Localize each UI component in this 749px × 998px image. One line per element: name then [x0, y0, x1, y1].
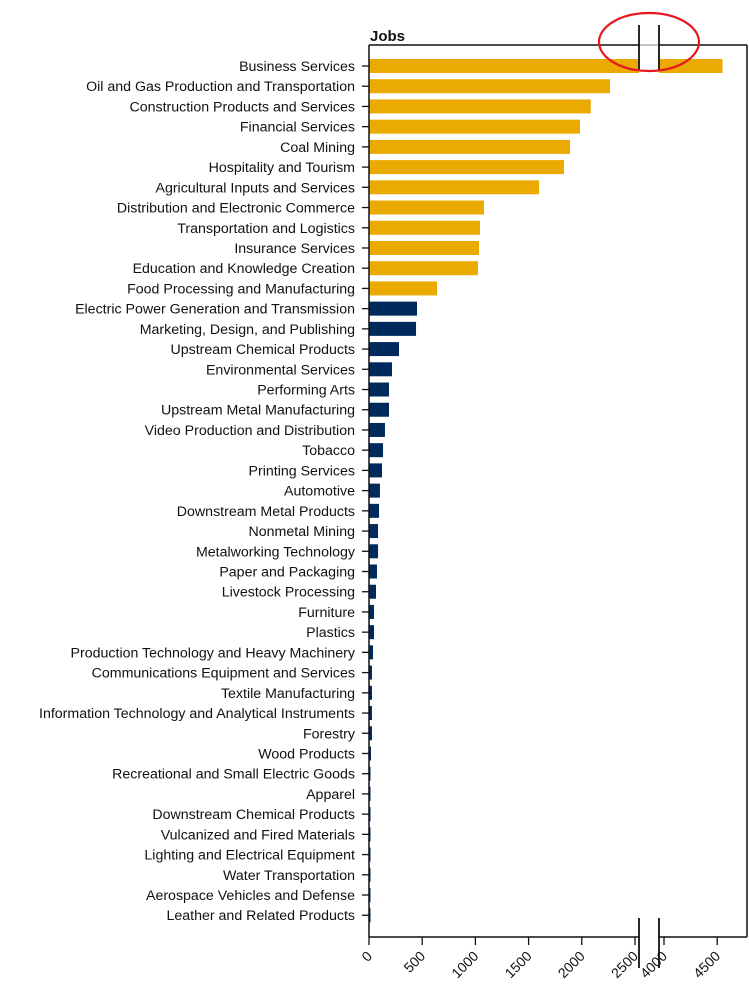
category-label: Apparel: [306, 787, 355, 803]
category-label: Downstream Chemical Products: [152, 807, 355, 823]
bar: [369, 726, 372, 741]
category-label: Production Technology and Heavy Machiner…: [71, 645, 356, 661]
x-tick-label: 0: [358, 948, 375, 965]
category-label: Plastics: [306, 625, 355, 641]
category-label: Information Technology and Analytical In…: [39, 706, 355, 722]
bar: [369, 220, 480, 235]
bar: [369, 342, 400, 357]
category-label: Communications Equipment and Services: [92, 666, 355, 682]
chart-title: Jobs: [370, 28, 405, 45]
x-tick-label: 500: [400, 948, 428, 976]
bar: [369, 483, 380, 498]
bar: [369, 79, 610, 94]
bar: [369, 200, 485, 215]
category-label: Financial Services: [240, 120, 355, 136]
bar: [369, 59, 639, 73]
category-label: Wood Products: [258, 746, 355, 762]
category-label: Tobacco: [302, 443, 355, 459]
category-label: Business Services: [239, 59, 355, 75]
category-label: Performing Arts: [257, 383, 355, 399]
category-label: Metalworking Technology: [196, 544, 356, 560]
category-label: Downstream Metal Products: [177, 504, 355, 520]
category-label: Forestry: [303, 726, 356, 742]
bar: [369, 301, 417, 316]
bar: [369, 503, 380, 518]
bar: [369, 544, 379, 559]
bar: [369, 362, 392, 377]
category-label: Marketing, Design, and Publishing: [140, 322, 355, 338]
category-label: Printing Services: [249, 463, 355, 479]
category-label: Video Production and Distribution: [145, 423, 355, 439]
bar: [369, 382, 390, 397]
category-label: Recreational and Small Electric Goods: [112, 767, 355, 783]
bar: [369, 564, 377, 579]
category-label: Transportation and Logistics: [177, 221, 355, 237]
category-label: Furniture: [298, 605, 355, 621]
x-tick-label: 4000: [637, 948, 670, 981]
category-label: Automotive: [284, 484, 355, 500]
category-label: Leather and Related Products: [166, 908, 355, 924]
bar: [369, 422, 385, 437]
bar: [369, 604, 375, 619]
bar: [369, 584, 377, 599]
x-tick-label: 2500: [608, 948, 641, 981]
bar: [369, 645, 374, 660]
bar: [369, 281, 437, 296]
category-label: Distribution and Electronic Commerce: [117, 201, 355, 217]
x-tick-label: 2000: [555, 948, 588, 981]
bar: [369, 665, 372, 680]
bar: [369, 685, 372, 700]
category-label: Coal Mining: [280, 140, 355, 156]
category-label: Environmental Services: [206, 362, 355, 378]
bar: [369, 119, 580, 134]
bar: [369, 321, 417, 336]
category-label: Electric Power Generation and Transmissi…: [75, 302, 355, 318]
category-label: Construction Products and Services: [129, 99, 355, 115]
bar: [369, 160, 565, 175]
category-label: Education and Knowledge Creation: [133, 261, 355, 277]
bar: [369, 261, 478, 276]
bar: [369, 625, 375, 640]
category-label: Hospitality and Tourism: [209, 160, 355, 176]
category-label: Lighting and Electrical Equipment: [144, 848, 355, 864]
x-tick-label: 1000: [448, 948, 481, 981]
category-label: Livestock Processing: [222, 585, 355, 601]
category-label: Paper and Packaging: [219, 565, 355, 581]
category-label: Upstream Metal Manufacturing: [161, 403, 355, 419]
category-label: Nonmetal Mining: [249, 524, 355, 540]
category-labels: Business Services Oil and Gas Production …: [39, 59, 356, 924]
bar: [369, 463, 382, 478]
bar: [369, 746, 372, 761]
category-label: Agricultural Inputs and Services: [155, 180, 355, 196]
category-label: Oil and Gas Production and Transportatio…: [86, 79, 355, 95]
bar: [369, 524, 379, 539]
x-tick-label: 4500: [690, 948, 723, 981]
category-label: Vulcanized and Fired Materials: [161, 827, 355, 843]
category-label: Water Transportation: [223, 868, 355, 884]
bar-continued: [659, 59, 723, 73]
bar: [369, 99, 591, 114]
category-label: Textile Manufacturing: [221, 686, 355, 702]
bar: [369, 180, 540, 195]
category-label: Insurance Services: [234, 241, 355, 257]
x-tick-label: 1500: [501, 948, 534, 981]
bars-group: [369, 59, 723, 923]
bar: [369, 443, 384, 458]
bar: [369, 706, 372, 721]
axis-break-highlight-circle: [597, 11, 701, 73]
category-label: Upstream Chemical Products: [171, 342, 356, 358]
bar: [369, 402, 390, 417]
category-label: Food Processing and Manufacturing: [127, 281, 355, 297]
bar: [369, 139, 570, 154]
category-label: Aerospace Vehicles and Defense: [146, 888, 355, 904]
bar: [369, 240, 480, 255]
